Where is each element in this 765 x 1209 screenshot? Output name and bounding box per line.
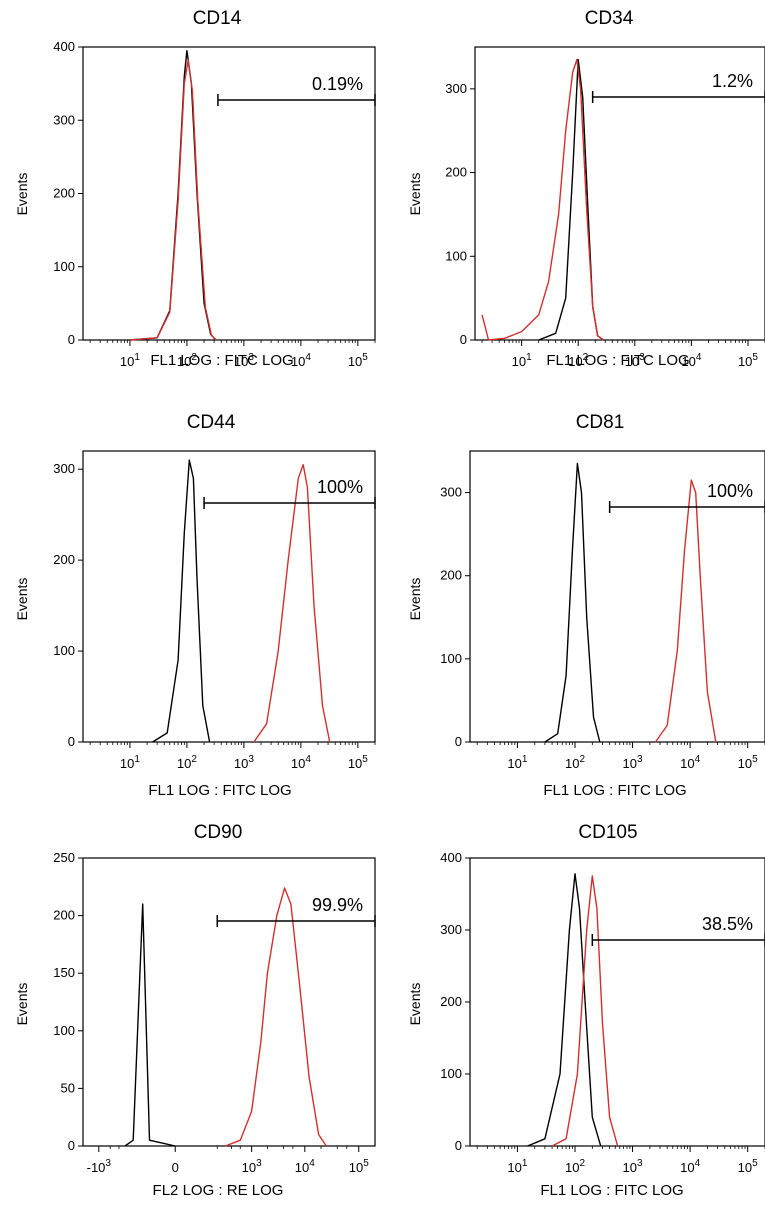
x-tick-label: 104 <box>295 1158 315 1175</box>
plot-frame <box>82 857 376 1147</box>
stained-histogram <box>654 479 717 743</box>
x-tick-label: 105 <box>348 754 368 771</box>
stained-histogram <box>225 887 327 1147</box>
y-tick-label: 100 <box>53 643 75 658</box>
gate-percent-label: 0.19% <box>312 74 363 94</box>
stained-histogram <box>129 59 217 341</box>
x-tick-label: 104 <box>680 754 700 771</box>
y-tick-label: 200 <box>53 186 75 201</box>
y-tick-label: 0 <box>460 332 467 347</box>
x-tick-label: 104 <box>291 352 311 369</box>
y-tick-label: 300 <box>53 112 75 127</box>
panel-title: CD81 <box>575 412 625 433</box>
panel-title: CD34 <box>584 8 634 29</box>
x-tick-label: 105 <box>738 352 758 369</box>
x-tick-label: 102 <box>565 1158 585 1175</box>
plot-frame <box>82 450 376 743</box>
histogram-plot: 0 100 200 300 400 101 102 103 104 105 0.19% <box>53 39 376 369</box>
y-tick-label: 0 <box>68 734 75 749</box>
y-tick-label: 300 <box>440 485 462 500</box>
y-tick-label: 150 <box>53 965 75 980</box>
histogram-plot: 0 100 200 300 400 101 102 103 104 105 38.5% <box>440 850 765 1175</box>
control-histogram <box>538 58 604 341</box>
x-tick-label: 103 <box>234 352 254 369</box>
plot-frame <box>469 857 765 1147</box>
x-tick-label: 104 <box>681 352 701 369</box>
x-tick-label: 102 <box>565 754 585 771</box>
x-tick-label: 103 <box>625 352 645 369</box>
y-tick-label: 300 <box>440 922 462 937</box>
panel-title: CD44 <box>186 412 236 433</box>
x-tick-label: 103 <box>623 1158 643 1175</box>
panel-title: CD90 <box>193 822 243 843</box>
y-tick-label: 0 <box>455 1138 462 1153</box>
control-histogram <box>129 50 217 341</box>
y-tick-label: 200 <box>53 908 75 923</box>
x-tick-label: -103 <box>87 1158 112 1175</box>
x-axis-label: FL1 LOG : FITC LOG <box>540 1182 684 1199</box>
y-tick-label: 100 <box>445 248 467 263</box>
x-axis-label: FL2 LOG : RE LOG <box>152 1182 284 1199</box>
gate-percent-label: 99.9% <box>312 895 363 915</box>
x-tick-label: 101 <box>507 1158 527 1175</box>
control-histogram <box>544 462 601 743</box>
y-tick-label: 100 <box>440 1066 462 1081</box>
x-tick-label: 105 <box>738 754 758 771</box>
x-tick-label: 104 <box>291 754 311 771</box>
y-tick-label: 100 <box>53 259 75 274</box>
panel-title: CD105 <box>578 822 638 843</box>
x-tick-label: 104 <box>680 1158 700 1175</box>
y-tick-label: 300 <box>445 81 467 96</box>
x-axis-label: FL1 LOG : FITC LOG <box>543 782 687 799</box>
y-tick-label: 0 <box>68 1138 75 1153</box>
histogram-plot: 0 100 200 300 101 102 103 104 105 100% <box>53 450 376 771</box>
y-tick-label: 100 <box>53 1023 75 1038</box>
gate-percent-label: 100% <box>317 477 363 497</box>
y-tick-label: 200 <box>440 994 462 1009</box>
y-tick-label: 400 <box>440 850 462 865</box>
x-tick-label: 102 <box>568 352 588 369</box>
x-tick-label: 103 <box>623 754 643 771</box>
gate-percent-label: 100% <box>707 481 753 501</box>
histogram-plot: 0 50 100 150 200 250 -103 0 103 104 105 99.9% <box>53 850 376 1175</box>
control-histogram <box>124 903 176 1147</box>
x-tick-label: 105 <box>349 1158 369 1175</box>
x-tick-label: 101 <box>512 352 532 369</box>
stained-histogram <box>481 58 604 341</box>
gate-percent-label: 1.2% <box>712 71 753 91</box>
y-tick-label: 0 <box>68 332 75 347</box>
y-tick-label: 200 <box>440 568 462 583</box>
gate-percent-label: 38.5% <box>702 914 753 934</box>
x-tick-label: 103 <box>242 1158 262 1175</box>
x-tick-label: 101 <box>507 754 527 771</box>
x-tick-label: 102 <box>177 352 197 369</box>
y-tick-label: 400 <box>53 39 75 54</box>
control-histogram <box>152 459 211 743</box>
plot-frame <box>469 450 765 743</box>
y-tick-label: 250 <box>53 850 75 865</box>
x-tick-label: 101 <box>120 352 140 369</box>
y-tick-label: 200 <box>445 165 467 180</box>
x-axis-label: FL1 LOG : FITC LOG <box>150 352 294 369</box>
histogram-plot: 0 100 200 300 101 102 103 104 105 100% <box>440 450 765 771</box>
panel-title: CD14 <box>192 8 242 29</box>
x-tick-label: 0 <box>172 1160 179 1175</box>
x-tick-label: 102 <box>177 754 197 771</box>
control-histogram <box>527 873 602 1147</box>
x-tick-label: 105 <box>348 352 368 369</box>
y-tick-label: 50 <box>61 1080 75 1095</box>
histogram-plot: 0 100 200 300 101 102 103 104 105 1.2% <box>445 46 765 369</box>
stained-histogram <box>551 875 619 1147</box>
y-tick-label: 0 <box>455 734 462 749</box>
x-tick-label: 103 <box>234 754 254 771</box>
y-tick-label: 100 <box>440 651 462 666</box>
stained-histogram <box>253 463 331 743</box>
y-tick-label: 200 <box>53 552 75 567</box>
plot-frame <box>474 46 765 341</box>
x-axis-label: FL1 LOG : FITC LOG <box>148 782 292 799</box>
x-axis-label: FL1 LOG : FITC LOG <box>546 352 690 369</box>
x-tick-label: 101 <box>120 754 140 771</box>
x-tick-label: 105 <box>738 1158 758 1175</box>
y-tick-label: 300 <box>53 461 75 476</box>
